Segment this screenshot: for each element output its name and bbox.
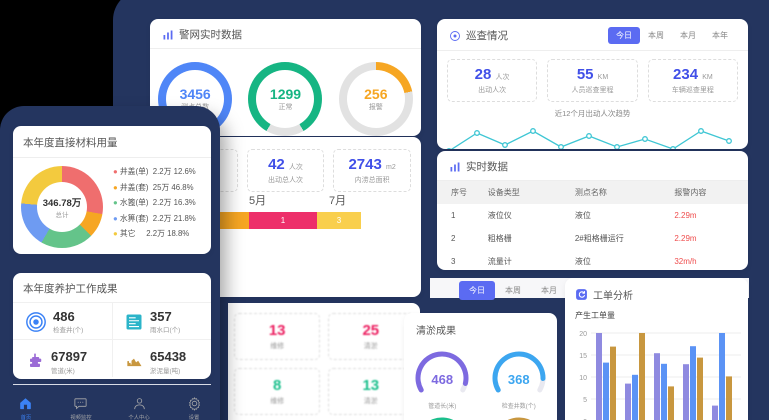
svg-text:10: 10 [579,375,587,382]
svg-text:20: 20 [579,331,587,338]
svg-text:15: 15 [579,353,587,360]
svg-text:5: 5 [583,397,587,404]
